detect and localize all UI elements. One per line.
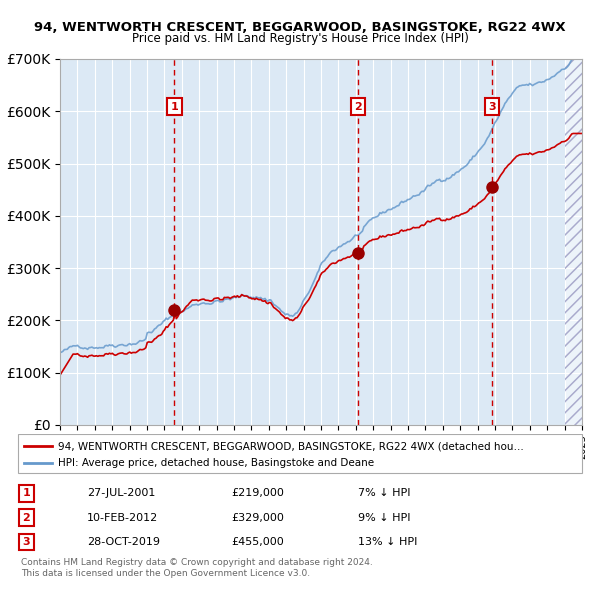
Text: 1: 1 [170,101,178,112]
Text: £219,000: £219,000 [231,489,284,499]
Text: 2: 2 [23,513,30,523]
Text: 3: 3 [23,537,30,547]
Text: £455,000: £455,000 [231,537,284,547]
Text: Contains HM Land Registry data © Crown copyright and database right 2024.: Contains HM Land Registry data © Crown c… [21,558,373,566]
Text: 10-FEB-2012: 10-FEB-2012 [87,513,158,523]
Polygon shape [565,59,582,425]
Text: 2: 2 [354,101,362,112]
Text: HPI: Average price, detached house, Basingstoke and Deane: HPI: Average price, detached house, Basi… [58,458,374,467]
Text: 9% ↓ HPI: 9% ↓ HPI [358,513,410,523]
Text: 7% ↓ HPI: 7% ↓ HPI [358,489,410,499]
Text: 94, WENTWORTH CRESCENT, BEGGARWOOD, BASINGSTOKE, RG22 4WX (detached hou…: 94, WENTWORTH CRESCENT, BEGGARWOOD, BASI… [58,441,524,451]
Text: 13% ↓ HPI: 13% ↓ HPI [358,537,417,547]
Text: 27-JUL-2001: 27-JUL-2001 [87,489,155,499]
Text: 94, WENTWORTH CRESCENT, BEGGARWOOD, BASINGSTOKE, RG22 4WX: 94, WENTWORTH CRESCENT, BEGGARWOOD, BASI… [34,21,566,34]
FancyBboxPatch shape [18,434,582,473]
Text: 28-OCT-2019: 28-OCT-2019 [87,537,160,547]
Text: 1: 1 [23,489,30,499]
Text: This data is licensed under the Open Government Licence v3.0.: This data is licensed under the Open Gov… [21,569,310,578]
Text: Price paid vs. HM Land Registry's House Price Index (HPI): Price paid vs. HM Land Registry's House … [131,32,469,45]
Text: 3: 3 [488,101,496,112]
Text: £329,000: £329,000 [231,513,284,523]
